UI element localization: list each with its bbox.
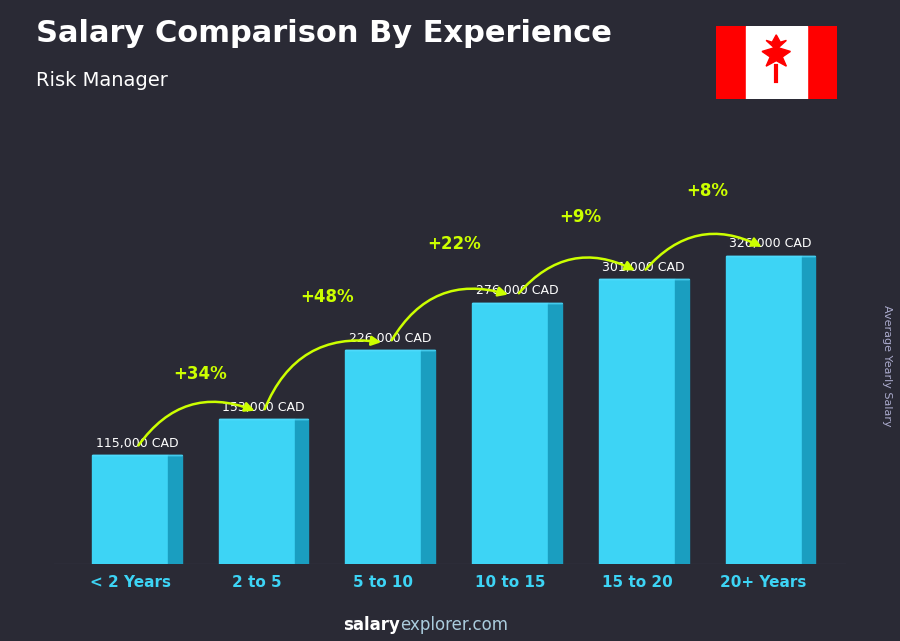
FancyArrowPatch shape bbox=[265, 337, 379, 409]
Polygon shape bbox=[168, 455, 182, 564]
Bar bbox=[472, 303, 548, 564]
Bar bbox=[716, 26, 746, 99]
Text: Salary Comparison By Experience: Salary Comparison By Experience bbox=[36, 19, 612, 48]
FancyArrowPatch shape bbox=[518, 258, 633, 293]
Text: 153,000 CAD: 153,000 CAD bbox=[222, 401, 305, 413]
Text: 115,000 CAD: 115,000 CAD bbox=[95, 437, 178, 449]
Text: 301,000 CAD: 301,000 CAD bbox=[602, 261, 685, 274]
Bar bbox=[725, 256, 802, 564]
Text: +34%: +34% bbox=[174, 365, 227, 383]
Text: +8%: +8% bbox=[686, 181, 728, 199]
Text: 276,000 CAD: 276,000 CAD bbox=[476, 284, 558, 297]
Bar bbox=[806, 26, 837, 99]
Polygon shape bbox=[762, 35, 790, 66]
Text: Risk Manager: Risk Manager bbox=[36, 71, 168, 90]
Text: +9%: +9% bbox=[559, 208, 601, 226]
Text: Average Yearly Salary: Average Yearly Salary bbox=[881, 304, 892, 426]
Polygon shape bbox=[675, 279, 688, 564]
Text: +48%: +48% bbox=[300, 288, 354, 306]
Bar bbox=[346, 350, 421, 564]
Bar bbox=[598, 279, 675, 564]
Bar bbox=[92, 455, 168, 564]
Text: 326,000 CAD: 326,000 CAD bbox=[729, 237, 812, 250]
Polygon shape bbox=[295, 419, 309, 564]
Bar bbox=[746, 26, 806, 99]
Polygon shape bbox=[548, 303, 562, 564]
Text: salary: salary bbox=[344, 616, 400, 634]
Text: 226,000 CAD: 226,000 CAD bbox=[349, 331, 432, 345]
FancyArrowPatch shape bbox=[139, 402, 252, 445]
Text: explorer.com: explorer.com bbox=[400, 616, 508, 634]
Bar bbox=[219, 419, 295, 564]
Polygon shape bbox=[421, 350, 436, 564]
Polygon shape bbox=[802, 256, 815, 564]
FancyArrowPatch shape bbox=[392, 288, 506, 340]
Text: +22%: +22% bbox=[427, 235, 481, 253]
FancyArrowPatch shape bbox=[645, 234, 760, 270]
